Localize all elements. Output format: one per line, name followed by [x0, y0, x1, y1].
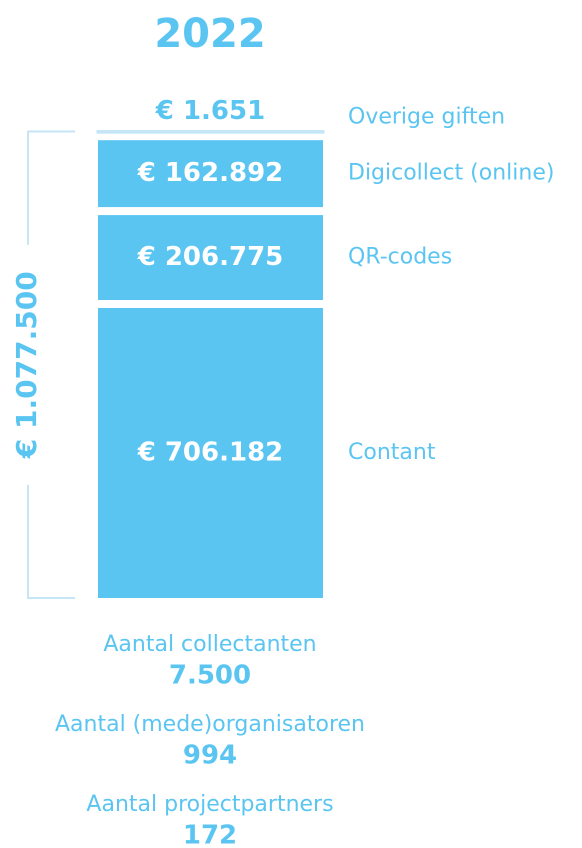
category-label: QR-codes [348, 245, 452, 270]
stat-label: Aantal collectanten [103, 632, 316, 657]
category-label: Contant [348, 440, 436, 465]
total-label: € 1.077.500 [10, 271, 43, 459]
stat-label: Aantal (mede)organisatoren [55, 712, 365, 737]
stat-value: 7.500 [169, 661, 251, 691]
bar-segment [96, 130, 325, 134]
stat-value: 994 [183, 741, 237, 771]
value-label: € 1.651 [155, 96, 265, 126]
stat-value: 172 [183, 821, 237, 848]
bar-segment [98, 308, 323, 598]
value-label: € 706.182 [137, 438, 284, 468]
stat-label: Aantal projectpartners [86, 792, 333, 817]
value-label: € 162.892 [137, 158, 284, 188]
bar-segment [98, 215, 323, 300]
total-bracket [27, 130, 75, 599]
category-label: Overige giften [348, 105, 505, 130]
category-label: Digicollect (online) [348, 161, 554, 186]
bar-segment [98, 140, 323, 208]
value-label: € 206.775 [137, 242, 284, 272]
chart-title: 2022 [154, 11, 265, 57]
